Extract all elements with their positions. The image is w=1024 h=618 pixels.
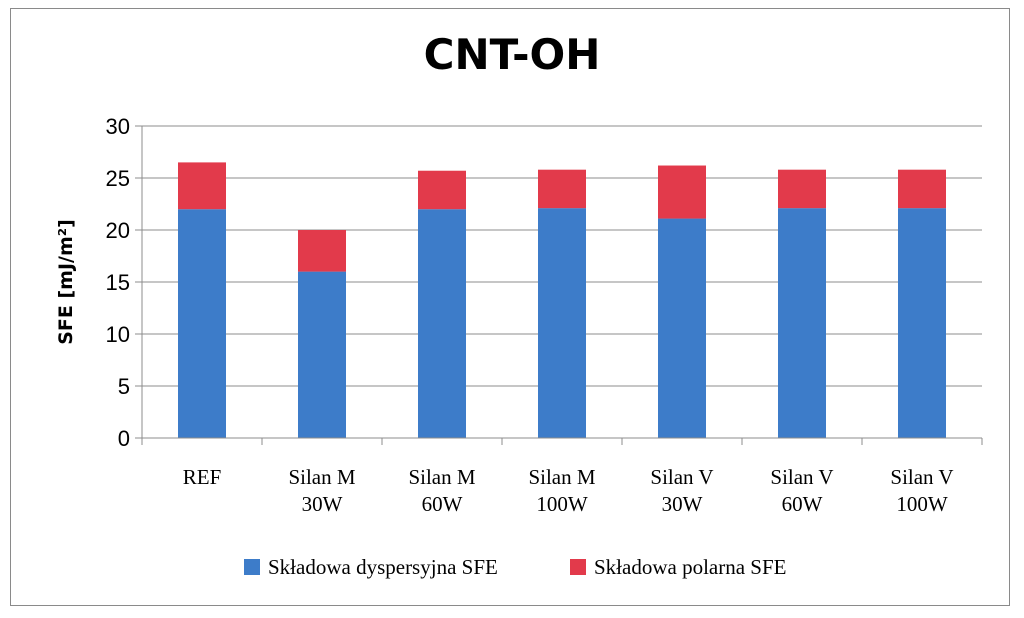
y-tick-label: 25 xyxy=(106,166,130,191)
x-tick-label: Silan M xyxy=(408,465,475,489)
x-tick-label: 30W xyxy=(662,492,703,516)
y-tick-label: 15 xyxy=(106,270,130,295)
y-tick-label: 10 xyxy=(106,322,130,347)
x-tick-label: Silan V xyxy=(770,465,833,489)
bar-polar xyxy=(778,169,826,209)
bar-polar xyxy=(298,230,346,272)
bar-polar xyxy=(538,169,586,209)
y-tick-label: 30 xyxy=(106,114,130,139)
x-tick-label: REF xyxy=(183,465,222,489)
y-tick-label: 5 xyxy=(118,374,130,399)
bar-dispersive xyxy=(658,218,706,438)
legend-swatch xyxy=(570,559,586,575)
bar-dispersive xyxy=(538,208,586,438)
x-tick-label: Silan M xyxy=(528,465,595,489)
x-tick-label: 100W xyxy=(536,492,588,516)
x-tick-label: Silan V xyxy=(650,465,713,489)
y-tick-label: 20 xyxy=(106,218,130,243)
bar-dispersive xyxy=(298,271,346,438)
x-tick-label: Silan M xyxy=(288,465,355,489)
bar-dispersive xyxy=(418,209,466,438)
legend-swatch xyxy=(244,559,260,575)
bar-polar xyxy=(898,169,946,209)
x-tick-label: 60W xyxy=(782,492,823,516)
bar-polar xyxy=(658,165,706,219)
bar-dispersive xyxy=(898,208,946,438)
bar-dispersive xyxy=(178,209,226,438)
y-axis-title: SFE [mJ/m²] xyxy=(55,219,77,345)
x-tick-label: Silan V xyxy=(890,465,953,489)
y-tick-label: 0 xyxy=(118,426,130,451)
legend-label: Składowa dyspersyjna SFE xyxy=(268,555,498,579)
bar-polar xyxy=(418,170,466,210)
bar-polar xyxy=(178,162,226,210)
x-tick-label: 100W xyxy=(896,492,948,516)
x-tick-label: 60W xyxy=(422,492,463,516)
chart-title: CNT-OH xyxy=(423,30,601,79)
chart-frame xyxy=(10,8,1010,606)
x-tick-label: 30W xyxy=(302,492,343,516)
legend-label: Składowa polarna SFE xyxy=(594,555,786,579)
bar-dispersive xyxy=(778,208,826,438)
